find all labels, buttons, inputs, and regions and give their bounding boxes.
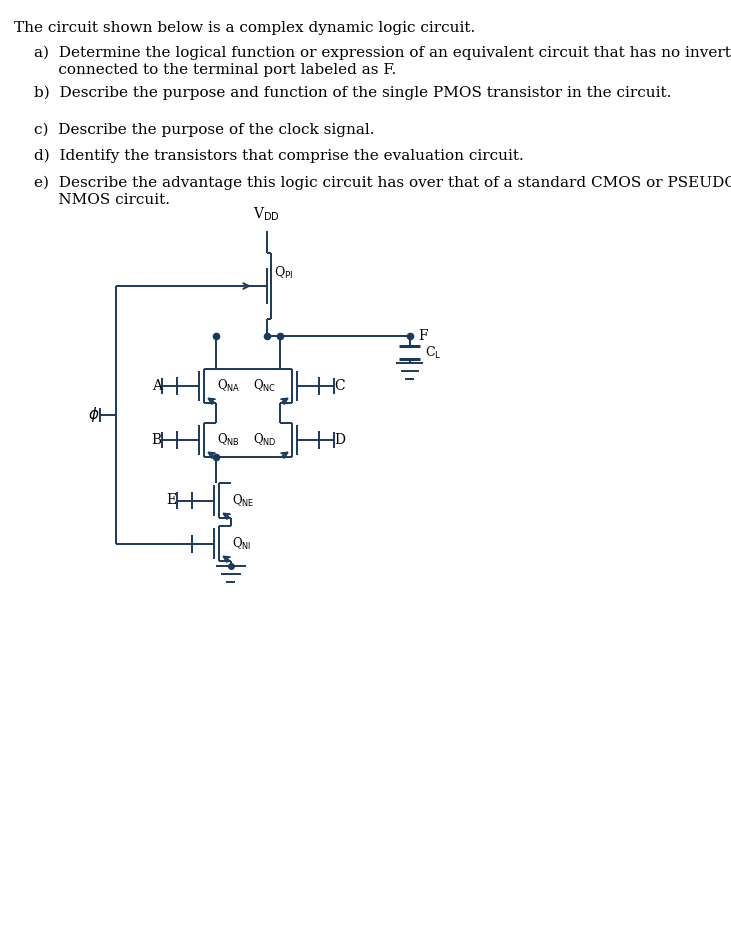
Text: b)  Describe the purpose and function of the single PMOS transistor in the circu: b) Describe the purpose and function of … [34, 86, 671, 101]
Text: d)  Identify the transistors that comprise the evaluation circuit.: d) Identify the transistors that compris… [34, 149, 523, 164]
Text: C$_{\rm L}$: C$_{\rm L}$ [425, 344, 441, 360]
Text: Q$_{\rm NC}$: Q$_{\rm NC}$ [253, 378, 276, 394]
Text: The circuit shown below is a complex dynamic logic circuit.: The circuit shown below is a complex dyn… [14, 21, 474, 35]
Text: Q$_{\rm NB}$: Q$_{\rm NB}$ [217, 432, 240, 448]
Text: Q$_{\rm NI}$: Q$_{\rm NI}$ [232, 535, 251, 551]
Text: E: E [167, 493, 177, 507]
Text: Q$_{\rm PI}$: Q$_{\rm PI}$ [274, 265, 294, 281]
Text: Q$_{\rm NA}$: Q$_{\rm NA}$ [217, 378, 240, 394]
Text: c)  Describe the purpose of the clock signal.: c) Describe the purpose of the clock sig… [34, 123, 374, 137]
Text: Q$_{\rm ND}$: Q$_{\rm ND}$ [253, 432, 277, 448]
Text: B: B [151, 433, 162, 447]
Text: e)  Describe the advantage this logic circuit has over that of a standard CMOS o: e) Describe the advantage this logic cir… [34, 176, 731, 207]
Text: F: F [419, 329, 428, 343]
Text: A: A [151, 379, 162, 393]
Text: C: C [335, 379, 345, 393]
Text: D: D [335, 433, 346, 447]
Text: Q$_{\rm NE}$: Q$_{\rm NE}$ [232, 492, 254, 508]
Text: V$_{\rm DD}$: V$_{\rm DD}$ [254, 205, 280, 223]
Text: a)  Determine the logical function or expression of an equivalent circuit that h: a) Determine the logical function or exp… [34, 46, 731, 76]
Text: $\phi$: $\phi$ [88, 406, 100, 424]
